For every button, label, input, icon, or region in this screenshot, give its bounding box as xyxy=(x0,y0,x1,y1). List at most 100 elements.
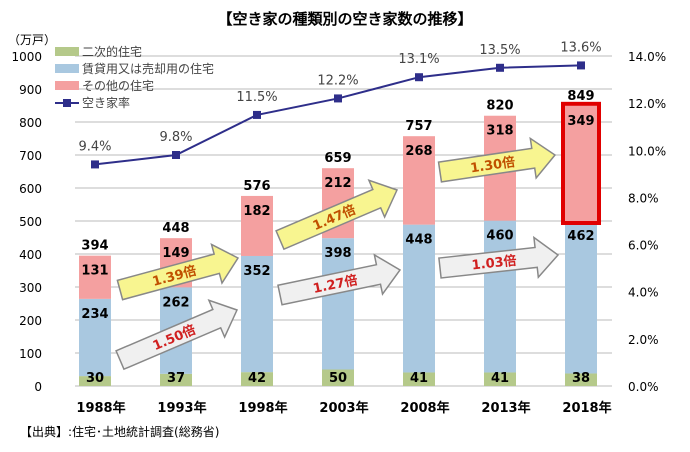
bar-segment xyxy=(565,373,597,386)
bar-segment xyxy=(241,255,273,373)
bar-value-label: 268 xyxy=(405,144,432,159)
y-tick-label: 300 xyxy=(19,281,42,295)
bar-value-label: 352 xyxy=(243,264,270,279)
bar-value-label: 398 xyxy=(324,246,351,261)
bar-value-label: 318 xyxy=(486,124,513,139)
y-tick-label: 700 xyxy=(19,149,42,163)
total-label: 757 xyxy=(405,119,432,134)
line-marker xyxy=(172,151,180,159)
bar-value-label: 37 xyxy=(167,371,185,386)
legend-marker xyxy=(63,99,71,107)
y2-tick-label: 6.0% xyxy=(628,239,659,253)
line-marker xyxy=(577,61,585,70)
bar-segment xyxy=(79,255,111,299)
arrow-shape xyxy=(437,136,557,183)
bar-segment xyxy=(79,298,111,377)
growth-arrow: 1.03倍 xyxy=(438,235,560,280)
bar-value-label: 460 xyxy=(486,229,513,244)
bar-value-label: 41 xyxy=(491,371,509,386)
x-tick-label: 1993年 xyxy=(157,400,206,416)
legend-label: 賃貸用又は売却用の住宅 xyxy=(82,61,214,76)
x-tick-label: 2003年 xyxy=(319,400,368,416)
y-tick-label: 600 xyxy=(19,182,42,196)
line-value-label: 9.4% xyxy=(78,139,111,154)
growth-label: 1.30倍 xyxy=(469,154,516,176)
bar-value-label: 38 xyxy=(572,371,590,386)
chart-title: 【空き家の種類別の空き家数の推移】 xyxy=(217,10,472,28)
growth-arrow: 1.30倍 xyxy=(437,136,557,183)
total-label: 820 xyxy=(486,99,513,114)
bar-segment xyxy=(565,221,597,374)
y2-tick-label: 2.0% xyxy=(628,333,659,347)
line-marker xyxy=(334,94,342,103)
line-marker xyxy=(91,160,99,169)
line-value-label: 13.5% xyxy=(479,43,520,58)
y2-tick-label: 12.0% xyxy=(628,97,666,111)
line-value-label: 12.2% xyxy=(317,73,358,88)
y-tick-label: 100 xyxy=(19,347,42,361)
total-label: 659 xyxy=(324,151,351,166)
bar-value-label: 182 xyxy=(243,204,270,219)
line-value-label: 9.8% xyxy=(159,130,192,145)
y-tick-label: 400 xyxy=(19,248,42,262)
y2-tick-label: 4.0% xyxy=(628,286,659,300)
bar-value-label: 212 xyxy=(324,176,351,191)
bar-value-label: 149 xyxy=(162,246,189,261)
total-label: 394 xyxy=(81,239,108,254)
x-tick-label: 2013年 xyxy=(481,400,530,416)
bar-segment xyxy=(241,195,273,256)
y-tick-label: 200 xyxy=(19,314,42,328)
y-tick-label: 900 xyxy=(19,83,42,97)
highlight-box xyxy=(561,101,601,225)
bar-segment xyxy=(403,224,435,373)
bar-segment xyxy=(241,372,273,386)
bar-value-label: 462 xyxy=(567,229,594,244)
bar-value-label: 131 xyxy=(81,264,108,279)
total-label: 576 xyxy=(243,179,270,194)
y-axis-unit: （万戸） xyxy=(8,33,56,47)
bar-segment xyxy=(322,369,354,386)
bar-value-label: 448 xyxy=(405,233,432,248)
arrow-shape xyxy=(438,235,560,280)
line-marker xyxy=(253,110,261,119)
bar-value-label: 50 xyxy=(329,371,347,386)
y2-tick-label: 8.0% xyxy=(628,191,659,205)
bar-value-label: 349 xyxy=(567,114,594,129)
bar-segment xyxy=(565,105,597,221)
y-tick-label: 800 xyxy=(19,116,42,130)
bar-value-label: 234 xyxy=(81,307,108,322)
source-note: 【出典】:住宅･土地統計調査(総務省) xyxy=(20,424,219,439)
legend-swatch xyxy=(55,81,79,90)
y2-tick-label: 10.0% xyxy=(628,144,666,158)
y2-tick-label: 14.0% xyxy=(628,50,666,64)
arrow-shape xyxy=(275,178,399,251)
legend-swatch xyxy=(55,64,79,73)
line-marker xyxy=(496,63,504,72)
line-value-label: 11.5% xyxy=(236,90,277,105)
legend-swatch xyxy=(55,47,79,56)
legend-label: 空き家率 xyxy=(82,95,130,110)
y-tick-label: 0 xyxy=(34,380,42,394)
arrow-shape xyxy=(277,253,402,306)
bar-segment xyxy=(322,238,354,370)
bar-segment xyxy=(79,376,111,386)
total-label: 448 xyxy=(162,221,189,236)
line-value-label: 13.6% xyxy=(560,40,601,55)
total-label: 849 xyxy=(567,89,594,104)
x-tick-label: 2018年 xyxy=(562,400,611,416)
legend-label: その他の住宅 xyxy=(82,78,154,93)
bar-value-label: 30 xyxy=(86,371,104,386)
line-marker xyxy=(415,73,423,82)
line-value-label: 13.1% xyxy=(398,52,439,67)
growth-label: 1.03倍 xyxy=(471,253,518,274)
y-tick-label: 500 xyxy=(19,215,42,229)
bar-segment xyxy=(403,136,435,225)
x-tick-label: 2008年 xyxy=(400,400,449,416)
bar-value-label: 262 xyxy=(162,295,189,310)
bar-segment xyxy=(160,373,192,386)
arrow-shape xyxy=(116,243,240,301)
arrow-shape xyxy=(115,298,239,371)
x-tick-label: 1998年 xyxy=(238,400,287,416)
